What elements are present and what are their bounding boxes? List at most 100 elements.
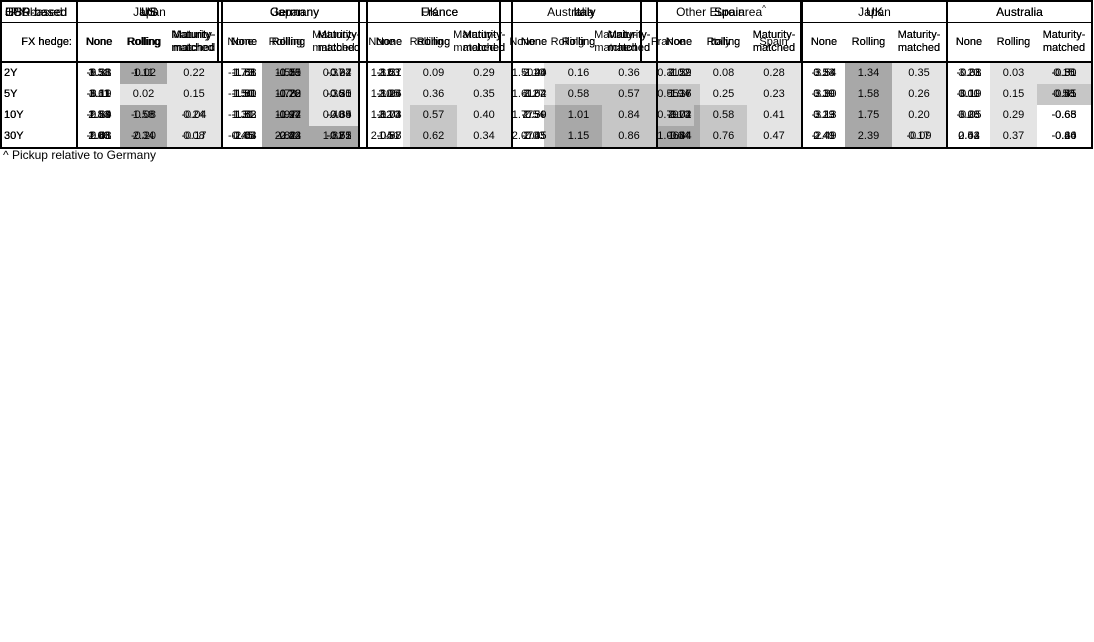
sub-column-header: Rolling	[700, 22, 747, 63]
value-cell: 0.41	[747, 105, 802, 126]
value-cell: -0.50	[1051, 67, 1077, 79]
tenor-row: 2Y -0.23 -0.02 0.22 -1.81 -0.21 -0.02 -1.51 0.09…	[1, 62, 1092, 84]
value-cell: -0.66	[1051, 130, 1077, 142]
value-cell: -1.51	[366, 62, 410, 84]
value-cell: -0.19	[76, 84, 120, 105]
value-cell: 0.20	[892, 105, 947, 126]
value-cell: 0.16	[555, 62, 602, 84]
value-cell: -0.19	[275, 67, 302, 79]
fx-hedge-label: FX hedge:	[1, 22, 77, 63]
value-cell: 0.47	[747, 126, 802, 148]
value-cell: 0.62	[410, 126, 457, 148]
value-cell: -0.09	[906, 130, 932, 142]
value-cell: 1.97	[262, 105, 309, 126]
value-cell: -2.04	[221, 126, 265, 148]
value-cell: 0.17	[892, 126, 947, 148]
value-cell: 0.57	[602, 84, 657, 105]
tenor-label: 10Y	[4, 109, 24, 121]
value-cell: 0.29	[990, 105, 1037, 126]
value-cell: 1.55	[262, 62, 309, 84]
sub-column-header: Rolling	[555, 22, 602, 63]
value-cell: -1.44	[511, 62, 555, 84]
sub-column-header: None	[221, 22, 265, 63]
value-cell: -0.05	[946, 105, 990, 126]
country-header: France	[366, 1, 512, 23]
tenor-label: 5Y	[4, 88, 18, 100]
value-cell: -1.81	[221, 62, 265, 84]
value-cell: 0.09	[410, 62, 457, 84]
value-cell: 1.78	[262, 84, 309, 105]
value-cell: 0.40	[309, 105, 359, 126]
value-cell: 0.40	[457, 105, 512, 126]
value-cell: -0.17	[181, 130, 207, 142]
tenor-label: 30Y	[4, 130, 24, 142]
value-cell: -0.08	[130, 109, 157, 121]
value-cell: -0.65	[326, 109, 352, 121]
value-cell: -1.02	[511, 84, 555, 105]
value-cell: 0.84	[602, 105, 657, 126]
value-cell: 0.25	[700, 84, 747, 105]
value-cell: -0.59	[511, 105, 555, 126]
value-cell: 0.86	[602, 126, 657, 148]
value-cell: -3.54	[801, 62, 845, 84]
value-cell: -0.43	[275, 130, 302, 142]
tenor-label: 5Y	[4, 88, 18, 100]
value-cell: 0.15	[1037, 62, 1092, 84]
value-cell: 2.34	[120, 126, 167, 148]
value-cell: 0.03	[946, 126, 990, 148]
value-cell: 0.37	[309, 62, 359, 84]
value-cell: 2.82	[262, 126, 309, 148]
value-cell: 0.76	[700, 126, 747, 148]
value-cell: -0.31	[1051, 67, 1077, 79]
tenor-label: 2Y	[4, 67, 18, 79]
tenor-label: 2Y	[4, 67, 18, 79]
sub-column-header: Maturity-matched	[312, 22, 367, 63]
value-cell: 1.75	[845, 105, 892, 126]
value-cell: 0.36	[410, 84, 457, 105]
country-header: US	[76, 1, 222, 23]
value-cell: 0.36	[602, 62, 657, 84]
sub-column-header: Maturity-matched	[1037, 22, 1092, 63]
value-cell: -1.36	[656, 84, 700, 105]
value-cell: -0.14	[275, 109, 302, 121]
tenor-label: 5Y	[4, 88, 18, 100]
value-cell: -1.03	[366, 105, 410, 126]
value-cell: -0.68	[1051, 109, 1077, 121]
value-cell: -0.20	[275, 88, 302, 100]
sub-column-header: None	[76, 22, 120, 63]
value-cell: -2.49	[801, 126, 845, 148]
tenor-label: 2Y	[4, 67, 18, 79]
value-cell: 1.58	[845, 84, 892, 105]
value-cell: -1.80	[221, 84, 265, 105]
sub-column-header: Rolling	[120, 22, 167, 63]
sub-column-header: Maturity-matched	[167, 22, 222, 63]
value-cell: -0.40	[1051, 130, 1077, 142]
value-cell: -1.97	[275, 109, 302, 121]
footnote: ^ Pickup relative to Germany	[3, 148, 157, 162]
value-cell: -0.65	[1051, 109, 1077, 121]
value-cell: -0.98	[366, 126, 410, 148]
value-cell: -0.04	[181, 109, 207, 121]
value-cell: 0.26	[892, 84, 947, 105]
tenor-label: 2Y	[4, 67, 18, 79]
value-cell: 2.39	[845, 126, 892, 148]
country-header: Australia	[946, 1, 1092, 23]
sub-column-header: None	[801, 22, 845, 63]
value-cell: 1.58	[120, 105, 167, 126]
value-cell: 0.58	[700, 105, 747, 126]
sub-column-header: Maturity-matched	[892, 22, 947, 63]
value-cell: 0.35	[892, 62, 947, 84]
sub-column-header: None	[366, 22, 410, 63]
sub-column-header: Maturity-matched	[602, 22, 657, 63]
value-cell: 0.02	[120, 84, 167, 105]
tenor-row: 5Y -0.19 0.02 0.15 -1.80 -0.20 -0.21 -1.24 0.36 0…	[1, 84, 1092, 105]
value-cell: -1.24	[366, 84, 410, 105]
value-cell: -2.82	[275, 130, 302, 142]
country-header: Germany	[221, 1, 367, 23]
value-cell: 0.23	[747, 84, 802, 105]
value-cell: -0.55	[326, 130, 352, 142]
value-cell: 0.22	[167, 62, 222, 84]
sub-column-header: None	[656, 22, 700, 63]
tenor-label: 5Y	[4, 88, 18, 100]
value-cell: -0.39	[326, 109, 352, 121]
